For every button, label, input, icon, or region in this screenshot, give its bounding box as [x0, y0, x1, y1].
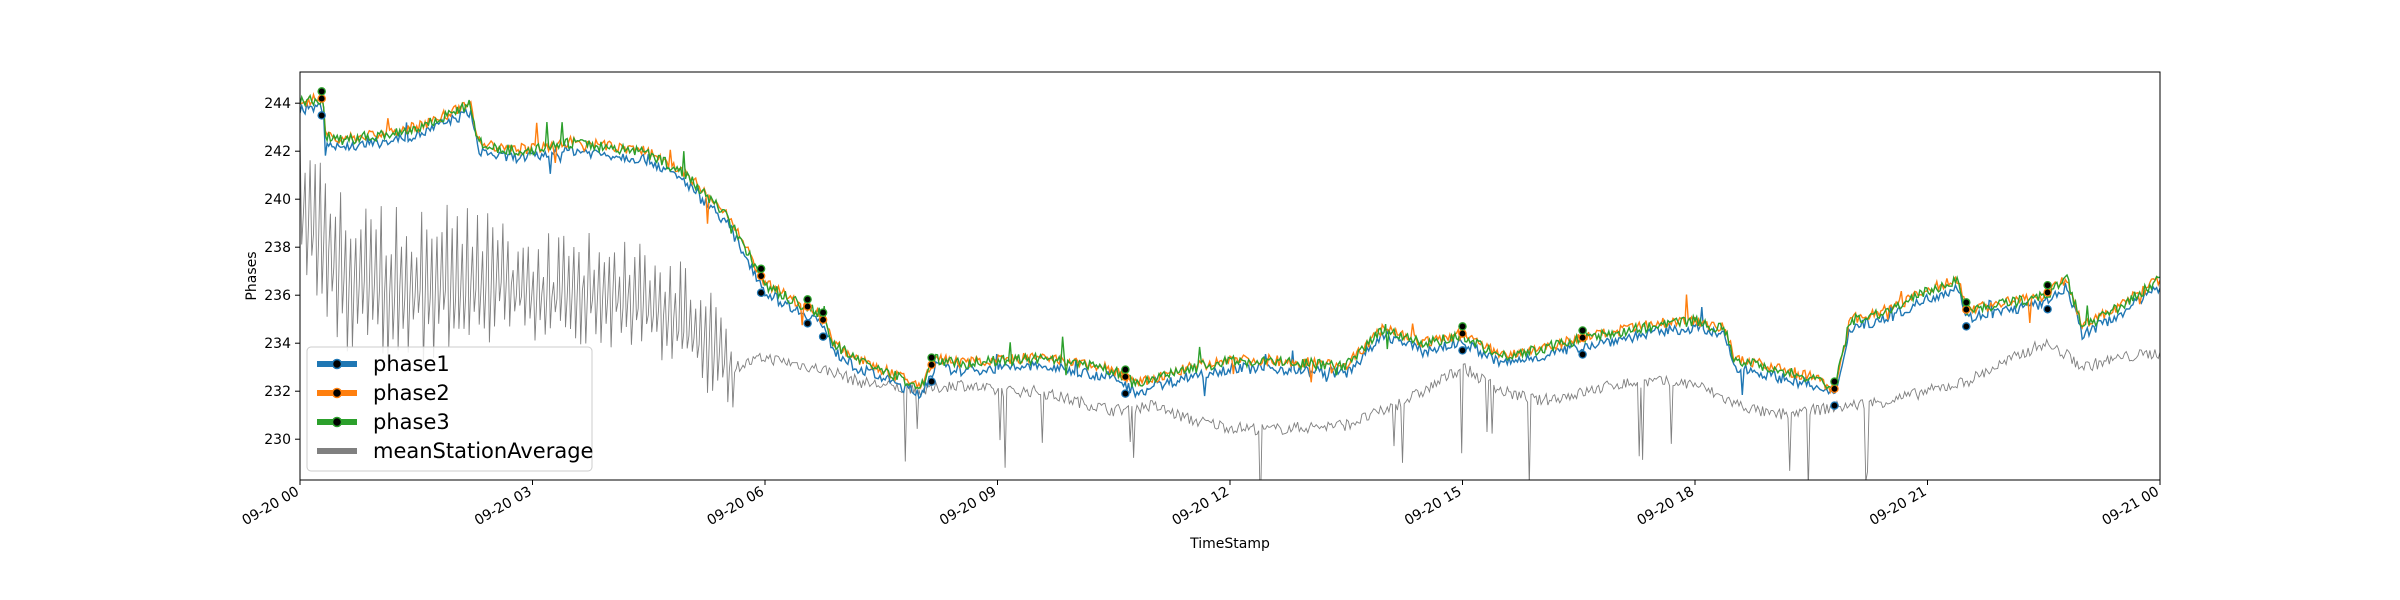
legend-entry-mean-station-average: meanStationAverage [317, 439, 593, 463]
legend-box [306, 346, 593, 472]
marker-phase1-10 [2043, 304, 2052, 314]
legend-marker-phase2 [331, 387, 343, 399]
marker-phase3-5 [1121, 365, 1130, 374]
series-line-phase2 [300, 91, 2160, 395]
plot-lines [300, 91, 2160, 480]
legend-entry-phase1: phase1 [317, 352, 450, 376]
y-tick-label-6: 242 [264, 144, 291, 160]
marker-phase3-10 [2043, 280, 2052, 290]
legend-marker-phase3 [331, 416, 343, 428]
marker-phase3-7 [1578, 326, 1587, 335]
marker-phase2-1 [756, 271, 766, 281]
legend-label-mean-station-average: meanStationAverage [373, 439, 593, 463]
marker-phase1-3 [818, 332, 828, 341]
marker-phase1-9 [1962, 322, 1971, 331]
marker-phase3-0 [317, 87, 326, 96]
marker-phase2-9 [1962, 305, 1971, 314]
marker-phase2-8 [1830, 384, 1839, 394]
marker-phase2-3 [818, 315, 828, 325]
x-axis-label: TimeStamp [1189, 536, 1270, 552]
marker-phase3-3 [818, 308, 828, 317]
marker-phase3-9 [1962, 298, 1971, 307]
marker-phase1-5 [1121, 389, 1130, 398]
y-tick-label-2: 234 [264, 336, 291, 352]
marker-phase3-4 [927, 353, 936, 362]
marker-phase2-2 [803, 302, 812, 311]
series-line-mean-station-average [300, 135, 2160, 480]
marker-phase3-8 [1830, 377, 1839, 386]
series-line-phase3 [300, 93, 2160, 390]
y-tick-label-3: 236 [264, 288, 291, 304]
series-line-phase1 [300, 102, 2160, 400]
legend-entry-phase3: phase3 [317, 410, 450, 434]
marker-phase1-7 [1578, 350, 1587, 359]
marker-phase2-4 [927, 360, 936, 370]
y-tick-label-5: 240 [264, 192, 291, 208]
marker-phase3-2 [803, 295, 812, 304]
y-tick-label-1: 232 [264, 384, 291, 400]
legend-marker-phase1 [331, 358, 343, 370]
y-tick-label-7: 244 [264, 96, 291, 112]
legend-label-phase1: phase1 [373, 352, 450, 376]
marker-phase1-2 [803, 319, 812, 328]
marker-phase2-5 [1121, 372, 1130, 382]
marker-phase2-0 [317, 94, 326, 103]
marker-phase3-1 [756, 264, 766, 274]
marker-phase3-6 [1458, 322, 1467, 331]
legend-entry-phase2: phase2 [317, 381, 450, 405]
plot-markers [317, 87, 2052, 410]
y-axis-label: Phases [244, 251, 260, 300]
y-tick-label-0: 230 [264, 432, 291, 448]
marker-phase2-7 [1578, 333, 1587, 342]
legend-label-phase3: phase3 [373, 410, 450, 434]
legend-label-phase2: phase2 [373, 381, 450, 405]
marker-phase2-6 [1458, 329, 1467, 338]
marker-phase1-6 [1458, 346, 1467, 355]
y-tick-label-4: 238 [264, 240, 291, 256]
marker-phase2-10 [2043, 288, 2052, 297]
marker-phase1-4 [927, 377, 936, 386]
marker-phase1-0 [317, 111, 326, 120]
legend: phase1 phase2 phase3 meanStationAverage [306, 346, 593, 472]
y-axis: 230 232 234 236 238 240 242 244 [264, 96, 300, 448]
marker-phase1-8 [1830, 401, 1839, 410]
marker-phase1-1 [756, 288, 766, 298]
